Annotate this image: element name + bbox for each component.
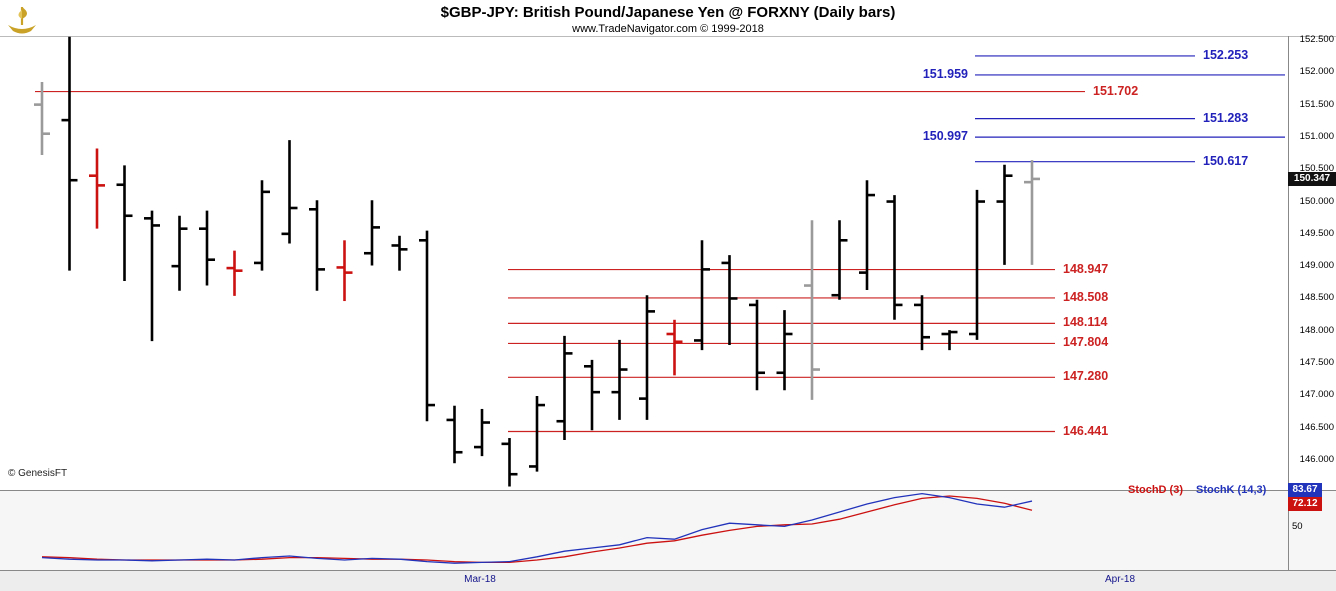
stochk-line bbox=[41, 492, 1033, 564]
chart-title: $GBP-JPY: British Pound/Japanese Yen @ F… bbox=[440, 4, 896, 21]
stochk-legend-label: StochK (14,3) bbox=[1196, 484, 1267, 496]
support-line-label: 148.114 bbox=[1063, 315, 1108, 330]
price-axis-label: 152.500 bbox=[1299, 34, 1334, 45]
chart-subtitle: www.TradeNavigator.com © 1999-2018 bbox=[572, 23, 764, 35]
price-axis-label: 147.500 bbox=[1299, 357, 1334, 369]
price-axis-label: 149.500 bbox=[1299, 227, 1334, 239]
support-line-label: 148.947 bbox=[1063, 261, 1109, 276]
price-axis-label: 151.500 bbox=[1299, 98, 1334, 110]
genesisft-logo-icon bbox=[4, 2, 40, 38]
price-axis-label: 146.000 bbox=[1299, 453, 1334, 465]
resistance-line-label: 150.997 bbox=[922, 129, 968, 144]
stochk-value-badge: 83.67 bbox=[1288, 483, 1322, 497]
support-line-label: 146.441 bbox=[1063, 423, 1109, 438]
support-line-label: 147.804 bbox=[1063, 335, 1109, 350]
stoch-axis-50-label: 50 bbox=[1292, 521, 1303, 532]
stochd-line bbox=[41, 495, 1033, 564]
support-line-label: 147.280 bbox=[1063, 369, 1109, 384]
price-axis-label: 147.000 bbox=[1299, 389, 1334, 401]
x-axis-label-apr18: Apr-18 bbox=[1104, 574, 1135, 585]
genesisft-watermark: © GenesisFT bbox=[8, 468, 68, 479]
price-axis-label: 146.500 bbox=[1299, 421, 1334, 433]
stochastic-panel bbox=[0, 491, 1336, 571]
resistance-line-label: 152.253 bbox=[1203, 47, 1249, 62]
stochd-value-badge: 72.12 bbox=[1288, 497, 1322, 511]
stochd-legend-label: StochD (3) bbox=[1128, 484, 1183, 496]
price-axis-label: 149.000 bbox=[1299, 260, 1334, 272]
price-axis-label: 148.500 bbox=[1299, 292, 1334, 304]
price-axis-label: 151.000 bbox=[1299, 130, 1334, 142]
last-price-badge: 150.347 bbox=[1288, 172, 1336, 186]
price-axis-label: 150.000 bbox=[1299, 195, 1334, 207]
date-axis-strip bbox=[0, 571, 1336, 591]
price-axis-label: 148.000 bbox=[1299, 324, 1334, 336]
support-line-label: 148.508 bbox=[1063, 289, 1109, 304]
support-line-label: 151.702 bbox=[1093, 83, 1139, 98]
price-axis-label: 152.000 bbox=[1299, 66, 1334, 78]
resistance-line-label: 151.959 bbox=[922, 66, 968, 81]
x-axis-label-mar18: Mar-18 bbox=[464, 574, 496, 585]
price-axis-label: 150.500 bbox=[1299, 163, 1334, 175]
resistance-line-label: 150.617 bbox=[1203, 153, 1249, 168]
resistance-line-label: 151.283 bbox=[1203, 110, 1249, 125]
